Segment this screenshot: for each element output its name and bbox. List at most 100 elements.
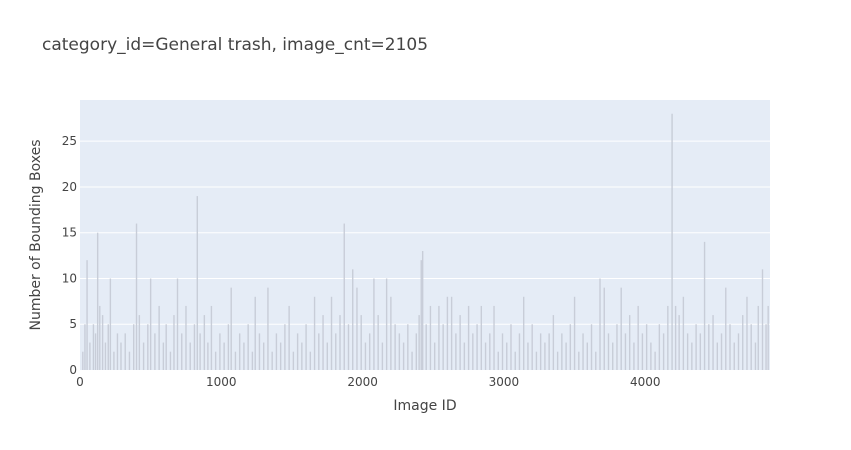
bar[interactable] xyxy=(767,305,769,370)
bar[interactable] xyxy=(421,251,424,370)
bar[interactable] xyxy=(599,278,601,370)
bar[interactable] xyxy=(223,342,225,370)
bar[interactable] xyxy=(301,342,303,370)
bar[interactable] xyxy=(309,351,312,370)
bar[interactable] xyxy=(729,324,731,370)
bar[interactable] xyxy=(489,333,491,370)
bar[interactable] xyxy=(476,324,478,370)
bar[interactable] xyxy=(124,333,126,370)
bar[interactable] xyxy=(633,342,635,370)
bar[interactable] xyxy=(595,351,597,370)
bar[interactable] xyxy=(234,351,237,370)
bar[interactable] xyxy=(467,305,470,370)
bar[interactable] xyxy=(288,305,290,370)
bar[interactable] xyxy=(89,342,91,370)
bar[interactable] xyxy=(305,324,307,370)
bar[interactable] xyxy=(658,324,661,370)
bar[interactable] xyxy=(561,333,563,370)
bar[interactable] xyxy=(645,324,648,370)
bar[interactable] xyxy=(493,305,495,370)
bar[interactable] xyxy=(686,333,689,370)
bar[interactable] xyxy=(82,351,84,370)
bar[interactable] xyxy=(271,351,273,370)
bar[interactable] xyxy=(433,342,436,370)
bar[interactable] xyxy=(322,315,324,370)
bar[interactable] xyxy=(514,351,516,370)
bar[interactable] xyxy=(109,278,112,370)
bar[interactable] xyxy=(251,351,254,370)
bar[interactable] xyxy=(455,333,457,370)
bar[interactable] xyxy=(165,324,167,370)
bar[interactable] xyxy=(94,333,97,370)
bar[interactable] xyxy=(284,324,286,370)
bar[interactable] xyxy=(746,296,748,370)
bar[interactable] xyxy=(628,315,631,370)
bar[interactable] xyxy=(548,333,550,370)
bar[interactable] xyxy=(612,342,614,370)
bar[interactable] xyxy=(142,342,145,370)
bar[interactable] xyxy=(360,315,362,370)
bar[interactable] xyxy=(650,342,652,370)
bar[interactable] xyxy=(169,351,172,370)
bar[interactable] xyxy=(185,305,187,370)
bar[interactable] xyxy=(330,296,333,370)
bar[interactable] xyxy=(107,324,109,370)
bar[interactable] xyxy=(343,223,345,370)
bar[interactable] xyxy=(725,287,727,370)
bar[interactable] xyxy=(742,315,744,370)
bar[interactable] xyxy=(616,324,618,370)
bar[interactable] xyxy=(158,305,160,370)
bar[interactable] xyxy=(682,296,685,370)
bar[interactable] xyxy=(757,305,759,370)
bar[interactable] xyxy=(196,196,198,370)
bar[interactable] xyxy=(761,269,764,370)
bar[interactable] xyxy=(377,315,379,370)
bar[interactable] xyxy=(193,324,196,370)
bar[interactable] xyxy=(527,342,529,370)
bar[interactable] xyxy=(737,333,740,370)
bar[interactable] xyxy=(373,278,375,370)
bar[interactable] xyxy=(292,351,295,370)
bar[interactable] xyxy=(113,351,115,370)
bar[interactable] xyxy=(716,342,718,370)
bar[interactable] xyxy=(296,333,299,370)
bar[interactable] xyxy=(313,296,316,370)
bar[interactable] xyxy=(565,342,567,370)
bar[interactable] xyxy=(199,333,201,370)
bar[interactable] xyxy=(582,333,584,370)
bar[interactable] xyxy=(607,333,610,370)
bar[interactable] xyxy=(347,324,350,370)
bar[interactable] xyxy=(523,296,525,370)
bar[interactable] xyxy=(539,333,542,370)
bar[interactable] xyxy=(708,324,710,370)
bar[interactable] xyxy=(258,333,261,370)
bar[interactable] xyxy=(189,342,191,370)
bar[interactable] xyxy=(510,324,512,370)
bar[interactable] xyxy=(578,351,580,370)
bar[interactable] xyxy=(544,342,546,370)
bar[interactable] xyxy=(128,351,131,370)
bar[interactable] xyxy=(691,342,693,370)
bar[interactable] xyxy=(207,342,209,370)
bar[interactable] xyxy=(438,305,440,370)
bar[interactable] xyxy=(506,342,508,370)
bar[interactable] xyxy=(181,333,183,370)
bar[interactable] xyxy=(703,241,706,370)
bar[interactable] xyxy=(138,315,141,370)
bar[interactable] xyxy=(132,324,135,370)
bar[interactable] xyxy=(720,333,723,370)
bar[interactable] xyxy=(420,260,422,370)
bar[interactable] xyxy=(326,342,328,370)
bar[interactable] xyxy=(104,342,107,370)
bar[interactable] xyxy=(429,305,432,370)
bar[interactable] xyxy=(733,342,735,370)
bar[interactable] xyxy=(484,342,487,370)
bar[interactable] xyxy=(402,342,405,370)
bar[interactable] xyxy=(569,324,572,370)
bar[interactable] xyxy=(254,296,256,370)
bar[interactable] xyxy=(390,296,392,370)
bar[interactable] xyxy=(227,324,230,370)
bar[interactable] xyxy=(535,351,538,370)
bar[interactable] xyxy=(368,333,371,370)
bar[interactable] xyxy=(149,278,152,370)
